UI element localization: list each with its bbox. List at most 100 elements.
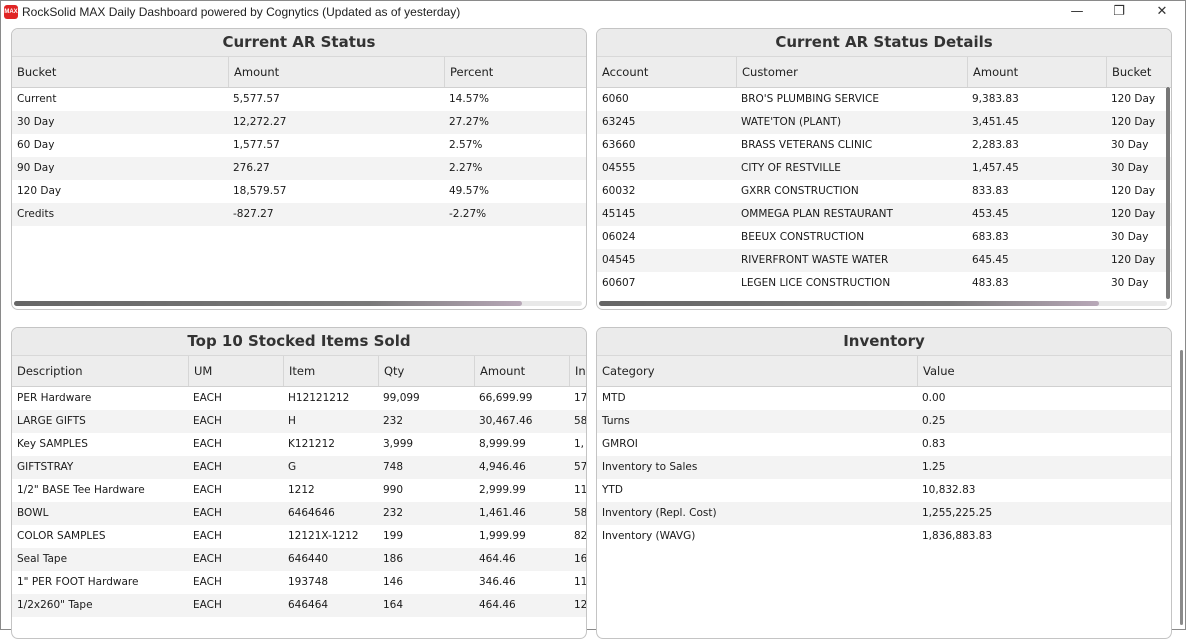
minimize-button[interactable]: — xyxy=(1070,4,1084,19)
cell-inv: 11 xyxy=(574,576,586,588)
scrollbar-thumb[interactable] xyxy=(599,301,1099,306)
table-row[interactable]: PER Hardware EACH H12121212 99,099 66,699.99… xyxy=(12,387,586,410)
column-header-inv[interactable]: Inv xyxy=(569,356,586,386)
horizontal-scrollbar[interactable] xyxy=(14,301,582,306)
cell-amount: 8,999.99 xyxy=(479,438,526,450)
cell-inv: 82 xyxy=(574,530,586,542)
table-row[interactable]: 90 Day 276.27 2.27% xyxy=(12,157,586,180)
cell-percent: 2.57% xyxy=(449,139,483,151)
table-row[interactable]: Current 5,577.57 14.57% xyxy=(12,88,586,111)
cell-item: 1212 xyxy=(288,484,315,496)
table-row[interactable]: 6060 BRO'S PLUMBING SERVICE 9,383.83 120 Da… xyxy=(597,88,1171,111)
table-row[interactable]: Credits -827.27 -2.27% xyxy=(12,203,586,226)
table-row[interactable]: Key SAMPLES EACH K121212 3,999 8,999.99 1, xyxy=(12,433,586,456)
cell-value: 0.83 xyxy=(922,438,946,450)
cell-bucket: 120 Day xyxy=(1111,116,1156,128)
table-row[interactable]: Inventory (Repl. Cost) 1,255,225.25 xyxy=(597,502,1171,525)
cell-bucket: 30 Day xyxy=(1111,277,1149,289)
table-row[interactable]: 120 Day 18,579.57 49.57% xyxy=(12,180,586,203)
cell-description: PER Hardware xyxy=(17,392,92,404)
column-header-qty[interactable]: Qty xyxy=(378,356,474,386)
table-row[interactable]: 1/2" BASE Tee Hardware EACH 1212 990 2,999.9… xyxy=(12,479,586,502)
table-row[interactable]: LARGE GIFTS EACH H 232 30,467.46 58 xyxy=(12,410,586,433)
cell-account: 63245 xyxy=(602,116,636,128)
cell-amount: 12,272.27 xyxy=(233,116,287,128)
cell-value: 0.00 xyxy=(922,392,946,404)
scrollbar-thumb[interactable] xyxy=(1166,87,1170,299)
column-header-customer[interactable]: Customer xyxy=(736,57,967,87)
cell-item: H12121212 xyxy=(288,392,350,404)
column-header-bucket[interactable]: Bucket xyxy=(17,65,57,79)
scrollbar-thumb[interactable] xyxy=(14,301,522,306)
close-button[interactable]: ✕ xyxy=(1156,4,1168,19)
page-vertical-scrollbar[interactable] xyxy=(1180,350,1183,625)
table-row[interactable]: 30 Day 12,272.27 27.27% xyxy=(12,111,586,134)
table-row[interactable]: Seal Tape EACH 646440 186 464.46 16 xyxy=(12,548,586,571)
column-header-percent[interactable]: Percent xyxy=(444,57,586,87)
cell-category: Inventory to Sales xyxy=(602,461,698,473)
table-row[interactable]: 1/2x260" Tape EACH 646464 164 464.46 12 xyxy=(12,594,586,617)
cell-category: MTD xyxy=(602,392,626,404)
cell-um: EACH xyxy=(193,553,222,565)
cell-amount: 4,946.46 xyxy=(479,461,526,473)
horizontal-scrollbar[interactable] xyxy=(599,301,1167,306)
cell-inv: 17 xyxy=(574,392,586,404)
window-title: RockSolid MAX Daily Dashboard powered by… xyxy=(22,5,461,19)
cell-inv: 1, xyxy=(574,438,585,450)
column-header-amount[interactable]: Amount xyxy=(228,57,444,87)
table-row[interactable]: 63245 WATE'TON (PLANT) 3,451.45 120 Day xyxy=(597,111,1171,134)
column-header-item[interactable]: Item xyxy=(283,356,378,386)
table-row[interactable]: 06024 BEEUX CONSTRUCTION 683.83 30 Day xyxy=(597,226,1171,249)
cell-category: Turns xyxy=(602,415,630,427)
table-row[interactable]: 45145 OMMEGA PLAN RESTAURANT 453.45 120 Day xyxy=(597,203,1171,226)
cell-account: 45145 xyxy=(602,208,636,220)
cell-description: 1" PER FOOT Hardware xyxy=(17,576,139,588)
table-row[interactable]: Inventory (WAVG) 1,836,883.83 xyxy=(597,525,1171,548)
table-row[interactable]: 60607 LEGEN LICE CONSTRUCTION 483.83 30 Day xyxy=(597,272,1171,295)
table-row[interactable]: 04555 CITY OF RESTVILLE 1,457.45 30 Day xyxy=(597,157,1171,180)
cell-qty: 990 xyxy=(383,484,404,496)
table-row[interactable]: COLOR SAMPLES EACH 12121X-1212 199 1,999.99 8… xyxy=(12,525,586,548)
column-header-description[interactable]: Description xyxy=(17,364,83,378)
table-row[interactable]: BOWL EACH 6464646 232 1,461.46 58 xyxy=(12,502,586,525)
column-header-account[interactable]: Account xyxy=(602,65,649,79)
app-logo-icon: MAX xyxy=(4,5,18,19)
table-row[interactable]: 60 Day 1,577.57 2.57% xyxy=(12,134,586,157)
table-row[interactable]: 60032 GXRR CONSTRUCTION 833.83 120 Day xyxy=(597,180,1171,203)
cell-item: 646440 xyxy=(288,553,329,565)
cell-bucket: 30 Day xyxy=(1111,162,1149,174)
table-row[interactable]: GIFTSTRAY EACH G 748 4,946.46 57 xyxy=(12,456,586,479)
column-header-um[interactable]: UM xyxy=(188,356,283,386)
cell-amount: 464.46 xyxy=(479,553,516,565)
column-header-category[interactable]: Category xyxy=(602,364,655,378)
table-row[interactable]: 1" PER FOOT Hardware EACH 193748 146 346.46 1… xyxy=(12,571,586,594)
cell-qty: 186 xyxy=(383,553,404,565)
cell-qty: 748 xyxy=(383,461,404,473)
cell-item: G xyxy=(288,461,297,473)
maximize-button[interactable]: ❐ xyxy=(1113,4,1125,19)
column-header-value[interactable]: Value xyxy=(917,356,1171,386)
table-row[interactable]: MTD 0.00 xyxy=(597,387,1171,410)
table-row[interactable]: GMROI 0.83 xyxy=(597,433,1171,456)
vertical-scrollbar[interactable] xyxy=(1166,87,1170,299)
table-row[interactable]: Inventory to Sales 1.25 xyxy=(597,456,1171,479)
cell-qty: 232 xyxy=(383,415,404,427)
cell-um: EACH xyxy=(193,530,222,542)
cell-bucket: 120 Day xyxy=(1111,185,1156,197)
table-body: MTD 0.00 Turns 0.25 GMROI 0.83 Inventory to Sa… xyxy=(597,387,1171,548)
table-row[interactable]: YTD 10,832.83 xyxy=(597,479,1171,502)
table-row[interactable]: Turns 0.25 xyxy=(597,410,1171,433)
column-header-amount[interactable]: Amount xyxy=(474,356,569,386)
column-header-bucket[interactable]: Bucket xyxy=(1106,57,1171,87)
cell-customer: CITY OF RESTVILLE xyxy=(741,162,841,174)
cell-item: 12121X-1212 xyxy=(288,530,359,542)
column-header-amount[interactable]: Amount xyxy=(967,57,1106,87)
table-row[interactable]: 04545 RIVERFRONT WASTE WATER 645.45 120 Day xyxy=(597,249,1171,272)
cell-value: 1.25 xyxy=(922,461,946,473)
table-row[interactable]: 63660 BRASS VETERANS CLINIC 2,283.83 30 Day xyxy=(597,134,1171,157)
cell-amount: 645.45 xyxy=(972,254,1009,266)
cell-qty: 199 xyxy=(383,530,404,542)
cell-description: LARGE GIFTS xyxy=(17,415,86,427)
cell-um: EACH xyxy=(193,438,222,450)
cell-amount: 30,467.46 xyxy=(479,415,533,427)
